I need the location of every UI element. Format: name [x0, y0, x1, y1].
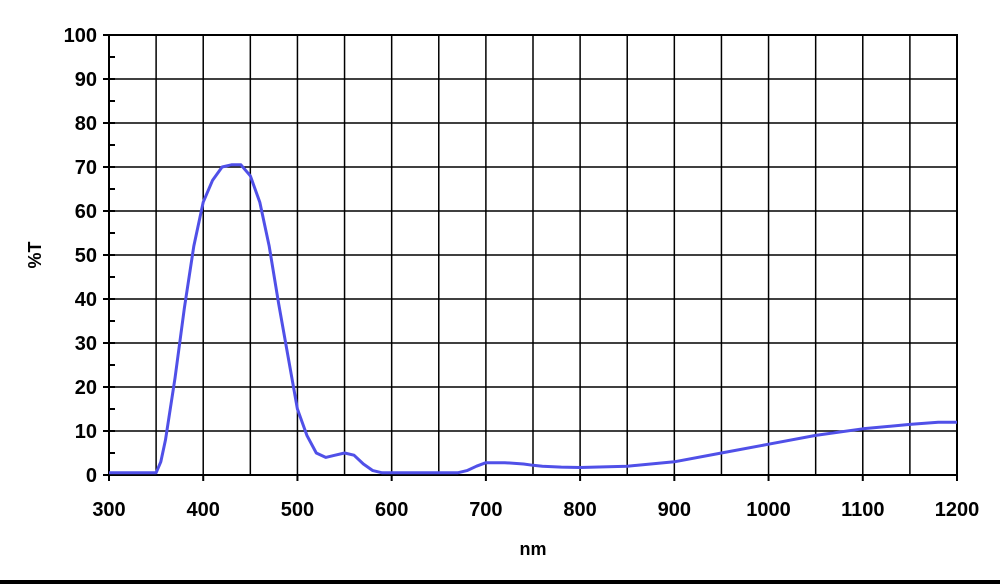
x-tick-label: 600 [375, 499, 408, 521]
x-tick-label: 400 [187, 499, 220, 521]
grid [108, 34, 958, 476]
plot-frame [108, 34, 958, 476]
y-tick-label: 30 [75, 333, 97, 355]
y-tick-label: 50 [75, 245, 97, 267]
x-tick-label: 300 [92, 499, 125, 521]
y-tick-label: 90 [75, 69, 97, 91]
x-tick-label: 900 [658, 499, 691, 521]
y-tick-label: 80 [75, 113, 97, 135]
y-tick-label: 10 [75, 421, 97, 443]
series-layer [109, 163, 957, 475]
y-tick-label: 60 [75, 201, 97, 223]
x-axis-title: nm [520, 539, 547, 559]
y-tick-label: 0 [86, 465, 97, 487]
x-tick-label: 1200 [935, 499, 980, 521]
x-tick-labels: 300 400 500 600 700 800 900 1000 1100 1200 [92, 499, 979, 521]
x-tick-label: 700 [469, 499, 502, 521]
x-tick-label: 1100 [841, 499, 884, 521]
series-line [109, 163, 957, 475]
y-axis-title: %T [25, 241, 45, 268]
x-tick-label: 500 [281, 499, 314, 521]
x-tick-label: 1000 [746, 499, 791, 521]
bottom-rule [0, 580, 1000, 584]
x-tick-label: 800 [563, 499, 596, 521]
y-tick-label: 70 [75, 157, 97, 179]
minor-ticks [103, 34, 958, 481]
y-tick-label: 20 [75, 377, 97, 399]
y-tick-labels: 0 10 20 30 40 50 60 70 80 90 100 [64, 25, 97, 487]
y-tick-label: 40 [75, 289, 97, 311]
y-tick-label: 100 [64, 25, 97, 47]
